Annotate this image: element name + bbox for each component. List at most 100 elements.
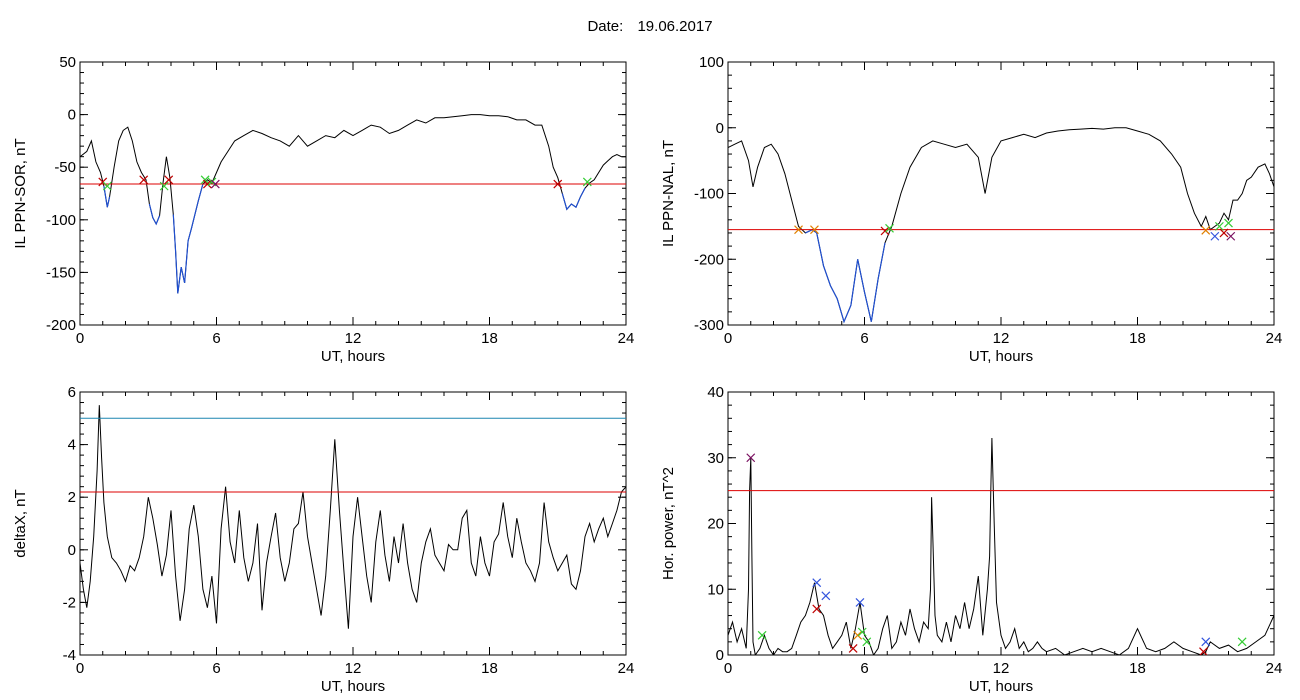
y-tick-label: -50 [54, 159, 76, 176]
series-below-threshold [805, 229, 886, 324]
x-marker [853, 630, 863, 640]
x-tick-label: 0 [76, 330, 84, 347]
plot-frame [79, 391, 627, 656]
y-tick-label: 30 [707, 450, 724, 467]
x-tick-label: 0 [76, 660, 84, 677]
x-axis-label: UT, hours [969, 678, 1033, 695]
y-tick-label: -100 [694, 186, 724, 203]
x-tick-label: 12 [345, 660, 362, 677]
x-axis-label: UT, hours [321, 678, 385, 695]
x-axis-label: UT, hours [969, 348, 1033, 365]
chart-panel-4: 0 6 12 18 24 0 10 20 30 40 UT, hours Hor. power, nT… [660, 384, 1282, 695]
y-tick-label: -200 [694, 251, 724, 268]
series-below-threshold [172, 183, 204, 294]
x-marker [1224, 218, 1233, 228]
x-tick-label: 24 [1266, 660, 1283, 677]
plot-area [728, 437, 1274, 655]
series-below-threshold [148, 203, 161, 226]
chart-panel-2: 0 6 12 18 24 -300 -200 -100 0 100 UT, hours IL PPN-… [660, 54, 1282, 365]
y-axis-label: IL PPN-SOR, nT [12, 138, 29, 248]
x-tick-label: 6 [212, 330, 220, 347]
y-tick-label: 0 [68, 107, 76, 124]
x-marker-stroke [553, 179, 563, 189]
y-axis-label: deltaX, nT [12, 489, 29, 557]
page-title: Date: 19.06.2017 [0, 18, 1300, 35]
x-tick-label: 18 [481, 660, 498, 677]
x-marker [553, 179, 563, 189]
x-marker-stroke [848, 644, 858, 653]
x-marker-stroke [1237, 637, 1247, 647]
x-marker-stroke [202, 179, 212, 189]
x-marker [812, 604, 822, 614]
plot-area [80, 405, 626, 629]
x-marker [821, 591, 831, 601]
plot-area [728, 127, 1274, 324]
x-marker-stroke [885, 223, 894, 233]
plot-frame [727, 61, 1275, 326]
y-tick-label: 100 [699, 54, 724, 71]
x-marker [862, 637, 872, 647]
x-marker [210, 179, 220, 189]
y-tick-label: 0 [68, 542, 76, 559]
plot-frame [727, 391, 1275, 656]
x-marker-stroke [98, 177, 108, 187]
y-tick-label: -150 [46, 264, 76, 281]
y-tick-label: 0 [716, 120, 724, 137]
x-marker [200, 175, 210, 185]
x-tick-label: 0 [724, 660, 732, 677]
x-marker-stroke [855, 597, 865, 607]
x-tick-label: 12 [993, 660, 1010, 677]
x-tick-label: 12 [993, 330, 1010, 347]
y-tick-label: 20 [707, 516, 724, 533]
x-marker [1219, 228, 1229, 238]
x-marker-stroke [746, 453, 756, 463]
y-tick-label: 10 [707, 581, 724, 598]
x-marker-stroke [102, 181, 112, 191]
x-marker [1201, 225, 1211, 235]
x-marker [102, 181, 112, 191]
x-marker-stroke [1199, 647, 1208, 655]
y-tick-label: 40 [707, 384, 724, 401]
x-marker [848, 644, 858, 653]
x-tick-label: 24 [618, 660, 635, 677]
y-axis-label: Hor. power, nT^2 [660, 467, 677, 580]
series-line [728, 437, 1274, 655]
x-marker [1226, 231, 1236, 241]
x-marker [1210, 231, 1220, 241]
x-marker-stroke [582, 177, 592, 187]
x-marker [794, 225, 803, 235]
x-marker [885, 223, 894, 233]
x-marker-stroke [1214, 221, 1224, 231]
series-below-threshold [103, 186, 111, 208]
x-tick-label: 6 [860, 660, 868, 677]
x-tick-label: 12 [345, 330, 362, 347]
x-tick-label: 18 [1129, 660, 1146, 677]
x-marker-stroke [862, 637, 872, 647]
x-marker-stroke [757, 630, 767, 640]
x-marker [164, 175, 174, 185]
x-marker [582, 177, 592, 187]
x-marker-stroke [812, 578, 822, 588]
x-marker-stroke [857, 627, 867, 637]
y-tick-label: -2 [63, 594, 76, 611]
x-marker-stroke [1224, 218, 1233, 228]
plot-area [80, 114, 626, 294]
x-marker [757, 630, 767, 640]
x-marker-stroke [210, 179, 220, 189]
series-line [80, 114, 626, 294]
chart-panel-1: 0 6 12 18 24 -200 -150 -100 -50 0 50 UT, hours IL PP… [12, 54, 634, 365]
x-marker [1199, 647, 1208, 655]
y-tick-label: 6 [68, 384, 76, 401]
x-marker-stroke [1210, 231, 1220, 241]
date-value: 19.06.2017 [637, 18, 713, 35]
x-marker [1201, 637, 1211, 647]
x-marker [202, 179, 212, 189]
x-marker-stroke [207, 177, 217, 187]
x-tick-label: 0 [724, 330, 732, 347]
x-marker-stroke [159, 181, 169, 191]
x-marker-stroke [812, 604, 822, 614]
y-tick-label: 0 [716, 647, 724, 664]
x-marker [857, 627, 867, 637]
